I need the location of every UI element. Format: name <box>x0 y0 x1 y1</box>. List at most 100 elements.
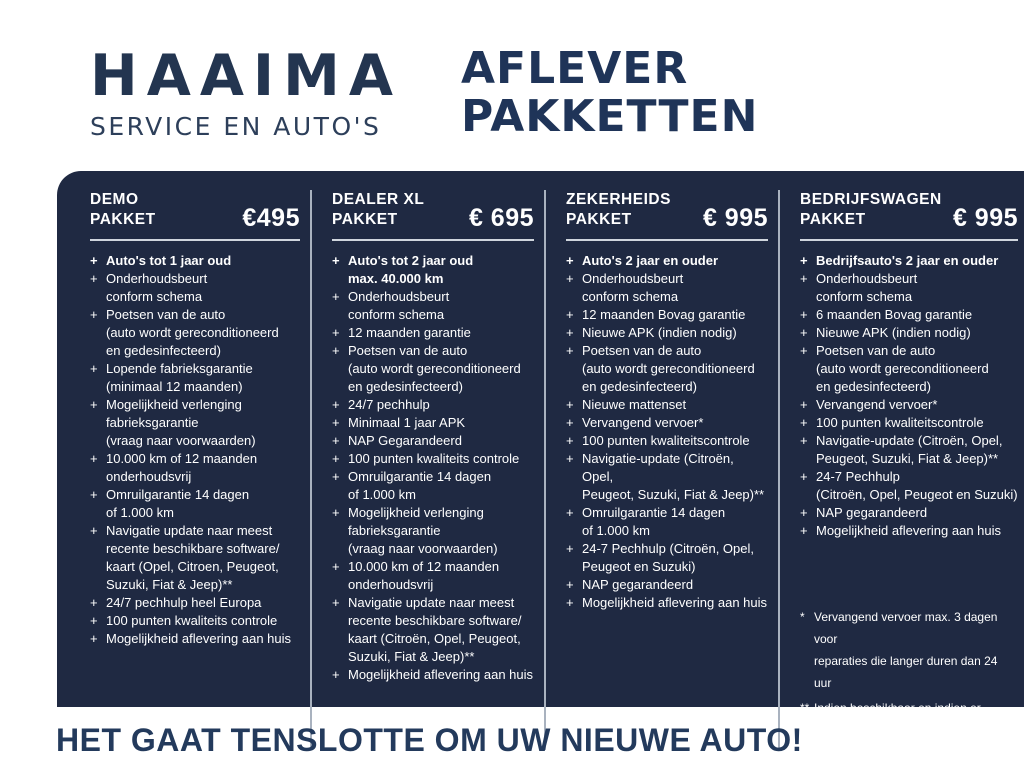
page-title: AFLEVER PAKKETTEN <box>461 45 758 141</box>
package-feature-text: Onderhoudsbeurt conform schema <box>348 289 450 322</box>
package-feature-text: Auto's tot 2 jaar oud max. 40.000 km <box>348 253 474 286</box>
plus-icon: + <box>90 307 98 322</box>
package-feature: + 10.000 km of 12 maanden onderhoudsvrij <box>332 558 534 594</box>
package-title-line2: PAKKET <box>90 211 156 228</box>
packages-panel: DEMO PAKKET €495 + Auto's tot 1 jaar oud… <box>57 171 1024 750</box>
package-feature: + 24/7 pechhulp <box>332 396 534 414</box>
package-feature-text: Omruilgarantie 14 dagen of 1.000 km <box>348 469 492 502</box>
package-feature: + Navigatie update naar meest recente be… <box>90 522 300 594</box>
package-feature: + 100 punten kwaliteitscontrole <box>566 432 768 450</box>
plus-icon: + <box>332 451 340 466</box>
package-header: BEDRIJFSWAGEN PAKKET € 995 <box>800 190 1018 231</box>
package-feature: + NAP Gegarandeerd <box>332 432 534 450</box>
package-feature: + Onderhoudsbeurt conform schema <box>332 288 534 324</box>
package-feature: + 24-7 Pechhulp (Citroën, Opel, Peugeot … <box>800 468 1018 504</box>
logo-tagline: SERVICE EN AUTO'S <box>90 112 382 141</box>
package-feature: + 24-7 Pechhulp (Citroën, Opel, Peugeot … <box>566 540 768 576</box>
logo-name: HAAIMA <box>90 43 402 109</box>
plus-icon: + <box>332 397 340 412</box>
plus-icon: + <box>566 451 574 466</box>
asterisk-icon: ** <box>800 701 810 715</box>
plus-icon: + <box>332 595 340 610</box>
package-feature-text: Navigatie-update (Citroën, Opel, Peugeot… <box>582 451 765 502</box>
package-feature-text: 6 maanden Bovag garantie <box>816 307 973 322</box>
plus-icon: + <box>90 253 98 268</box>
footnote-text: Indien beschikbaar en indien er navigati… <box>814 701 981 737</box>
header-underline <box>800 239 1018 241</box>
package-feature-text: Nieuwe APK (indien nodig) <box>582 325 737 340</box>
plus-icon: + <box>332 505 340 520</box>
package-feature-text: 12 maanden Bovag garantie <box>582 307 746 322</box>
package-feature: + NAP gegarandeerd <box>566 576 768 594</box>
package-feature-text: Poetsen van de auto (auto wordt gerecond… <box>582 343 755 394</box>
plus-icon: + <box>332 469 340 484</box>
package-title: DEALER XL PAKKET <box>332 190 424 230</box>
package-feature: + Mogelijkheid aflevering aan huis <box>800 522 1018 540</box>
package-feature: + 10.000 km of 12 maanden onderhoudsvrij <box>90 450 300 486</box>
package-header: DEALER XL PAKKET € 695 <box>332 190 534 232</box>
package-feature-text: 12 maanden garantie <box>348 325 471 340</box>
plus-icon: + <box>332 433 340 448</box>
package-feature-text: Navigatie-update (Citroën, Opel, Peugeot… <box>816 433 1003 466</box>
plus-icon: + <box>800 415 808 430</box>
package-feature-text: Navigatie update naar meest recente besc… <box>348 595 522 664</box>
package-feature-text: Bedrijfsauto's 2 jaar en ouder <box>816 253 999 268</box>
package-feature: + 12 maanden garantie <box>332 324 534 342</box>
package-feature: + Navigatie-update (Citroën, Opel, Peuge… <box>566 450 768 504</box>
plus-icon: + <box>90 361 98 376</box>
package-feature-text: 100 punten kwaliteits controle <box>348 451 520 466</box>
header-underline <box>90 239 300 241</box>
plus-icon: + <box>332 559 340 574</box>
plus-icon: + <box>800 505 808 520</box>
footnote: * Vervangend vervoer max. 3 dagen voor re… <box>800 606 1018 694</box>
package-column-zekerheids: ZEKERHEIDS PAKKET € 995 + Auto's 2 jaar … <box>544 190 778 750</box>
plus-icon: + <box>566 541 574 556</box>
package-feature-list: + Auto's tot 2 jaar oud max. 40.000 km +… <box>332 252 534 684</box>
package-feature: + Nieuwe APK (indien nodig) <box>800 324 1018 342</box>
plus-icon: + <box>566 595 574 610</box>
package-price: € 695 <box>468 204 534 232</box>
package-feature-text: Poetsen van de auto (auto wordt gerecond… <box>816 343 989 394</box>
package-feature-text: Mogelijkheid verlenging fabrieksgarantie… <box>106 397 256 448</box>
plus-icon: + <box>90 487 98 502</box>
plus-icon: + <box>90 631 98 646</box>
package-feature: + Lopende fabrieksgarantie (minimaal 12 … <box>90 360 300 396</box>
package-feature: + Vervangend vervoer* <box>566 414 768 432</box>
plus-icon: + <box>566 253 574 268</box>
plus-icon: + <box>90 397 98 412</box>
header-underline <box>566 239 768 241</box>
package-feature-text: 10.000 km of 12 maanden onderhoudsvrij <box>106 451 258 484</box>
package-feature: + Mogelijkheid verlenging fabrieksgarant… <box>332 504 534 558</box>
package-feature: + Nieuwe mattenset <box>566 396 768 414</box>
plus-icon: + <box>800 325 808 340</box>
package-feature-text: Poetsen van de auto (auto wordt gerecond… <box>106 307 279 358</box>
package-feature-text: Nieuwe APK (indien nodig) <box>816 325 971 340</box>
package-feature-text: 10.000 km of 12 maanden onderhoudsvrij <box>348 559 500 592</box>
package-feature-list: + Bedrijfsauto's 2 jaar en ouder + Onder… <box>800 252 1018 540</box>
package-feature: + 100 punten kwaliteitscontrole <box>800 414 1018 432</box>
package-title-line2: PAKKET <box>566 211 632 228</box>
plus-icon: + <box>332 289 340 304</box>
plus-icon: + <box>332 253 340 268</box>
package-feature-text: 24-7 Pechhulp (Citroën, Opel, Peugeot en… <box>582 541 754 574</box>
plus-icon: + <box>566 577 574 592</box>
footnote: ** Indien beschikbaar en indien er naviga… <box>800 697 1018 741</box>
package-feature: + Auto's tot 1 jaar oud <box>90 252 300 270</box>
package-header: DEMO PAKKET €495 <box>90 190 300 231</box>
plus-icon: + <box>800 523 808 538</box>
plus-icon: + <box>800 307 808 322</box>
package-feature-text: NAP gegarandeerd <box>816 505 928 520</box>
package-feature-text: 100 punten kwaliteitscontrole <box>816 415 984 430</box>
package-feature: + NAP gegarandeerd <box>800 504 1018 522</box>
package-feature-text: Omruilgarantie 14 dagen of 1.000 km <box>106 487 250 520</box>
package-title-line1: ZEKERHEIDS <box>566 191 671 208</box>
plus-icon: + <box>332 667 340 682</box>
package-feature-text: Omruilgarantie 14 dagen of 1.000 km <box>582 505 726 538</box>
plus-icon: + <box>90 451 98 466</box>
plus-icon: + <box>566 397 574 412</box>
plus-icon: + <box>800 397 808 412</box>
package-feature: + Nieuwe APK (indien nodig) <box>566 324 768 342</box>
package-feature-text: Vervangend vervoer* <box>582 415 704 430</box>
footer-tagline: HET GAAT TENSLOTTE OM UW NIEUWE AUTO! <box>56 722 803 758</box>
package-feature: + Poetsen van de auto (auto wordt gereco… <box>566 342 768 396</box>
